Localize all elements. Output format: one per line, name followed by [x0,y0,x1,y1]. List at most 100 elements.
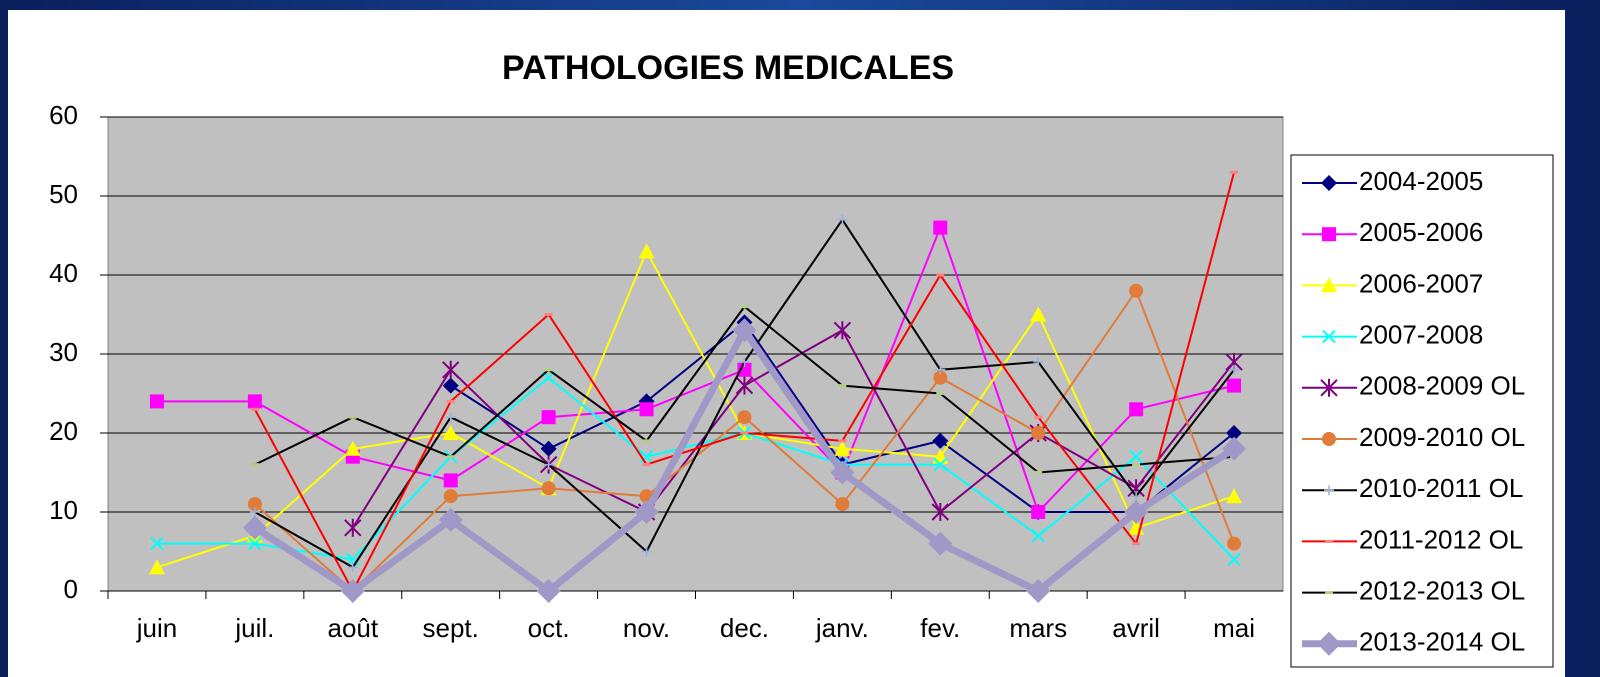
marker [340,579,365,603]
x-tick-label: fev. [920,613,960,643]
marker [442,425,459,440]
marker [1129,402,1144,417]
series [344,321,1243,537]
marker [247,497,262,512]
marker [344,518,362,537]
marker [541,410,556,425]
y-tick-label: 60 [49,100,78,130]
marker [1226,425,1243,441]
legend-label: 2005-2006 [1359,217,1483,247]
legend-label: 2006-2007 [1359,268,1483,298]
marker [1324,485,1334,496]
legend-label: 2004-2005 [1359,166,1483,196]
x-tick-label: mai [1213,613,1255,643]
x-tick-label: juil. [234,613,274,643]
legend-label: 2008-2009 OL [1359,371,1525,401]
series-line [156,376,1235,561]
marker [933,220,948,235]
marker [1031,528,1045,543]
y-tick-label: 10 [49,495,78,525]
marker [1030,306,1047,322]
marker [1321,175,1337,191]
marker [150,536,164,551]
marker [1131,491,1142,502]
marker [830,460,855,485]
marker [928,531,953,556]
marker [641,546,652,557]
marker [540,440,557,457]
marker [1229,364,1240,375]
marker [931,503,949,521]
marker [536,579,561,603]
marker [1317,631,1341,656]
series [247,283,1242,598]
x-tick-label: juin [136,613,177,643]
marker [833,321,852,340]
marker [1227,552,1241,567]
marker [442,360,460,379]
legend-label: 2013-2014 OL [1359,627,1525,657]
marker [445,412,456,423]
marker [634,500,659,524]
marker [148,559,165,575]
x-tick-label: mars [1009,613,1067,643]
legend-label: 2010-2011 OL [1359,473,1523,503]
marker [737,362,752,377]
marker [1031,505,1046,519]
x-tick-label: oct. [528,613,570,643]
marker [638,243,655,259]
marker [732,318,757,343]
marker [739,356,750,367]
y-tick-label: 50 [49,179,78,209]
chart-title: PATHOLOGIES MEDICALES [502,49,954,87]
marker [346,552,360,567]
marker [1226,488,1243,504]
y-tick-label: 30 [49,337,78,367]
marker [541,481,556,496]
series [242,318,1247,603]
marker [1026,579,1051,603]
x-tick-label: dec. [720,613,769,643]
marker [149,394,164,409]
x-tick-label: sept. [423,613,479,643]
marker [1222,436,1247,461]
marker [735,376,754,395]
marker [933,457,947,472]
marker [247,394,262,409]
marker [442,377,459,394]
x-tick-label: avril [1112,613,1160,643]
x-tick-label: janv. [815,613,869,643]
legend-label: 2012-2013 OL [1359,575,1525,605]
y-tick-label: 0 [64,574,78,604]
y-tick-label: 20 [49,416,78,446]
legend [1290,154,1554,668]
series [249,214,1240,573]
legend-label: 2011-2012 OL [1359,524,1523,554]
marker [1322,227,1336,242]
marker [1227,536,1242,551]
series [150,370,1241,567]
legend-label: 2007-2008 [1359,319,1483,349]
marker [242,515,267,540]
marker [835,497,850,512]
marker [1227,378,1242,393]
marker [1033,356,1044,367]
y-tick-label: 40 [49,258,78,288]
x-tick-label: nov. [623,613,670,643]
marker [1124,500,1149,524]
marker [639,402,654,417]
marker [443,473,458,488]
series-line [156,226,1235,513]
marker [1320,378,1338,397]
marker [1322,329,1336,344]
marker [443,489,458,504]
marker [932,432,949,449]
legend-label: 2009-2010 OL [1359,422,1525,452]
marker [1031,426,1046,440]
marker [347,562,358,573]
series-line [156,250,1235,569]
marker [1321,277,1337,293]
marker [933,370,948,385]
